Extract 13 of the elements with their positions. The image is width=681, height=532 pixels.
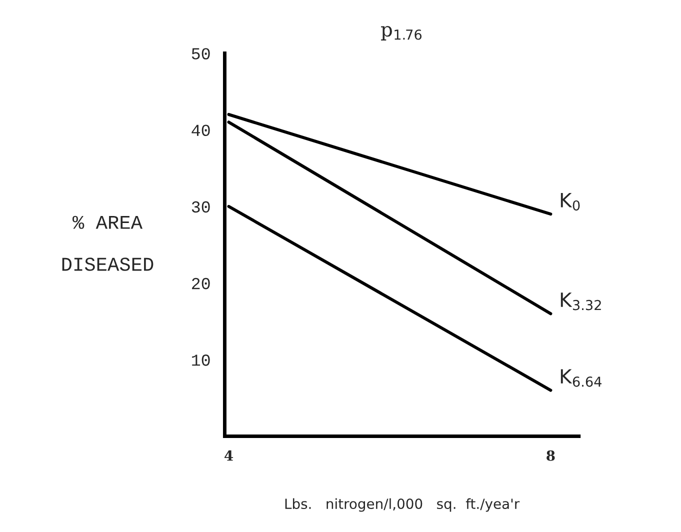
series-label: K$_{6.64}$ xyxy=(560,369,602,387)
y-tick-label: 20 xyxy=(192,278,210,290)
y-tick-label: 50 xyxy=(192,48,210,60)
y-tick-label: 10 xyxy=(192,354,210,366)
series-label: K$_{3.32}$ xyxy=(560,292,601,310)
x-tick-label: 4 xyxy=(224,450,234,461)
y-tick-label: 30 xyxy=(192,201,210,213)
x-axis-title: Lbs. nitrogen/l,000 sq. ft./yea'r xyxy=(285,498,520,512)
text: % AREA DISEASED xyxy=(62,216,154,271)
y-tick-label: 40 xyxy=(192,124,210,136)
series-label: K$_{0}$ xyxy=(560,193,580,211)
chart-title: p$_{1.76}$ xyxy=(381,26,422,40)
x-tick-label: 8 xyxy=(546,450,555,461)
